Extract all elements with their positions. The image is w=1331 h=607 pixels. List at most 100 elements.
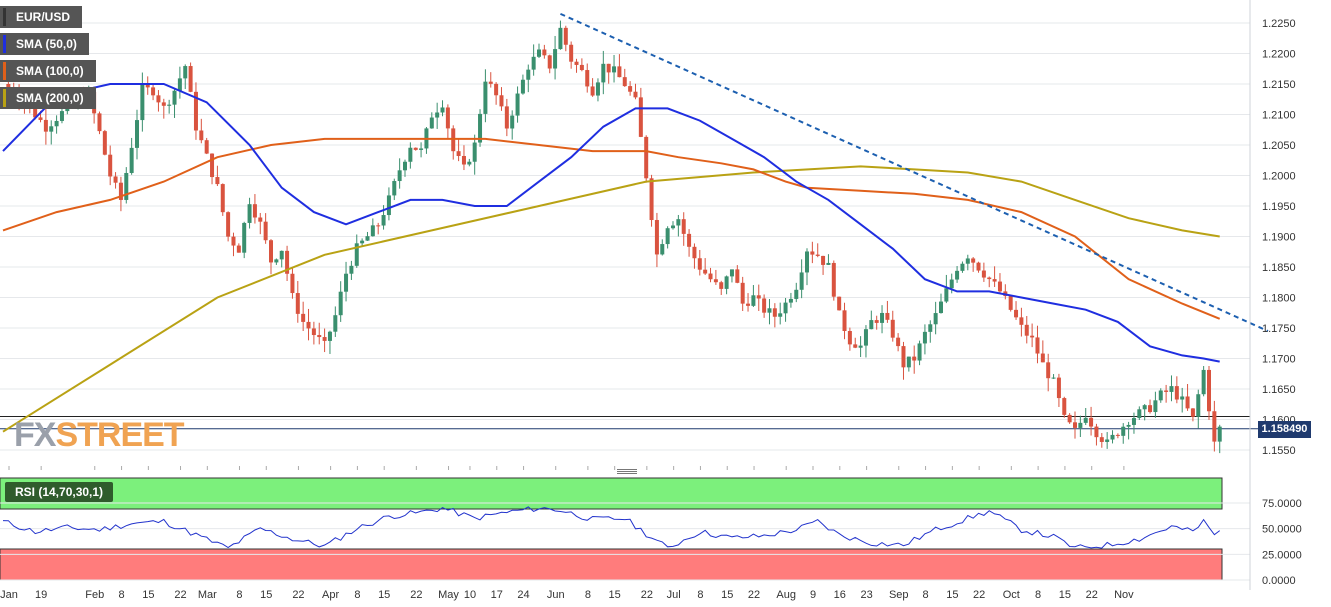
candle-body <box>617 66 622 78</box>
price-axis: 1.2250 1.2200 1.2150 1.2100 1.2050 1.2000 1.19… <box>1262 18 1296 457</box>
date-tick-label: 15 <box>378 589 390 601</box>
candle-body <box>258 217 263 222</box>
candle-body <box>553 49 558 69</box>
candle-body <box>1196 394 1201 417</box>
candle-body <box>585 70 590 87</box>
legend-sma200-label: SMA (200,0) <box>16 91 84 105</box>
candle-body <box>654 220 659 255</box>
candle-body <box>118 182 123 200</box>
date-tick-label: Jan <box>0 589 18 601</box>
price-tick-label: 1.1800 <box>1262 293 1296 305</box>
legend-symbol[interactable]: EUR/USD <box>0 6 83 28</box>
candle-body <box>456 151 461 157</box>
candle-body <box>515 93 520 116</box>
candle-body <box>252 204 257 218</box>
candle-body <box>419 148 424 150</box>
candle-body <box>338 291 343 316</box>
legend-sma50[interactable]: SMA (50,0) <box>0 33 89 55</box>
candle-body <box>858 345 863 348</box>
candle-body <box>863 329 868 346</box>
candle-body <box>1024 324 1029 336</box>
candle-body <box>708 273 713 280</box>
candle-body <box>499 95 504 107</box>
candle-body <box>1131 418 1136 425</box>
candle-body <box>301 313 306 322</box>
candle-body <box>510 115 515 129</box>
legend-rsi[interactable]: RSI (14,70,30,1) <box>5 482 114 502</box>
candle-body <box>890 319 895 338</box>
legend-sma100[interactable]: SMA (100,0) <box>0 60 96 82</box>
candle-body <box>1073 422 1077 428</box>
legend-sma50-label: SMA (50,0) <box>16 37 77 51</box>
candle-body <box>713 279 718 283</box>
date-tick-label: 8 <box>585 589 591 601</box>
candle-body <box>236 245 241 253</box>
candle-body <box>344 273 349 292</box>
date-axis: Jan 19 Feb 8 15 22 Mar 8 15 22 Apr 8 15 22 May 10 17 24 Ju… <box>0 466 1134 601</box>
candle-body <box>922 331 927 344</box>
date-tick-label: 22 <box>973 589 985 601</box>
candle-body <box>520 79 525 94</box>
candle-body <box>896 337 901 347</box>
candle-body <box>478 113 483 143</box>
panel-resize-handle[interactable] <box>617 468 637 474</box>
date-tick-label: May <box>438 589 459 601</box>
candle-body <box>955 270 960 280</box>
candle-body <box>210 153 215 178</box>
candle-body <box>43 119 48 132</box>
candle-body <box>38 117 43 120</box>
rsi-series-line <box>2 506 1221 549</box>
candle-body <box>167 104 172 106</box>
date-tick-label: 15 <box>946 589 958 601</box>
price-tick-label: 1.2150 <box>1262 79 1296 91</box>
candle-body <box>660 244 665 255</box>
candle-body <box>102 131 107 155</box>
candle-body <box>488 81 493 84</box>
candle-body <box>788 298 793 303</box>
date-tick-label: Mar <box>198 589 217 601</box>
candle-body <box>472 142 477 162</box>
candle-body <box>590 86 595 96</box>
date-tick-label: Apr <box>322 589 339 601</box>
candle-body <box>724 276 729 289</box>
candle-body <box>762 298 767 313</box>
candle-body <box>729 269 734 277</box>
legend-symbol-label: EUR/USD <box>16 10 71 24</box>
candle-body <box>869 320 874 330</box>
candle-body <box>874 320 879 323</box>
candle-body <box>644 136 649 179</box>
candle-body <box>1158 390 1163 401</box>
date-tick-label: 15 <box>721 589 733 601</box>
candle-body <box>949 279 954 289</box>
candle-body <box>794 289 799 299</box>
price-tick-label: 1.2000 <box>1262 171 1296 183</box>
candle-body <box>108 154 113 177</box>
candle-body <box>1137 409 1142 419</box>
date-tick-label: 19 <box>35 589 47 601</box>
candle-body <box>386 195 391 216</box>
candle-body <box>311 328 316 336</box>
candle-body <box>327 331 332 341</box>
candle-body <box>54 120 59 127</box>
candle-body <box>220 184 225 213</box>
candle-body <box>269 240 273 263</box>
candle-body <box>853 344 858 348</box>
candle-body <box>295 293 300 314</box>
candle-body <box>917 343 922 361</box>
candle-body <box>129 147 134 173</box>
sma100-line <box>2 137 1221 320</box>
candle-body <box>687 233 692 247</box>
candle-body <box>671 225 675 229</box>
candle-body <box>204 140 209 154</box>
trendline <box>560 12 1269 332</box>
sma50-line <box>2 83 1220 363</box>
date-tick-label: 15 <box>609 589 621 601</box>
candle-body <box>1185 396 1190 409</box>
price-tick-label: 1.1550 <box>1262 445 1296 457</box>
candle-body <box>494 83 499 96</box>
sma200-color-swatch <box>3 89 6 107</box>
candle-body <box>360 240 365 244</box>
legend-sma200[interactable]: SMA (200,0) <box>0 87 96 109</box>
candle-body <box>263 221 268 241</box>
candle-body <box>145 84 150 88</box>
